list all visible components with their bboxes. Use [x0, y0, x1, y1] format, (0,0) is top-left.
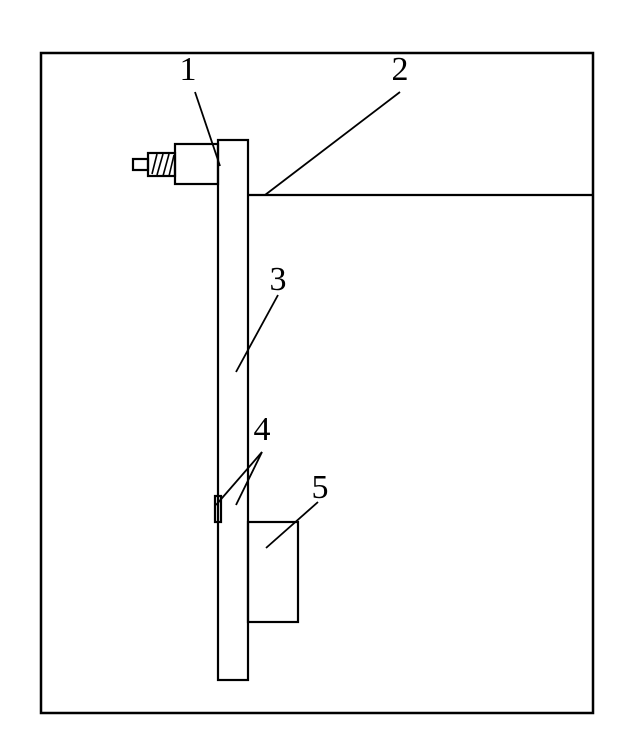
- label-n2: 2: [392, 51, 409, 88]
- label-n5: 5: [312, 469, 329, 506]
- label-n4: 4: [254, 411, 271, 448]
- canvas-bg: [0, 0, 634, 756]
- label-n3: 3: [270, 261, 287, 298]
- label-n1: 1: [180, 51, 197, 88]
